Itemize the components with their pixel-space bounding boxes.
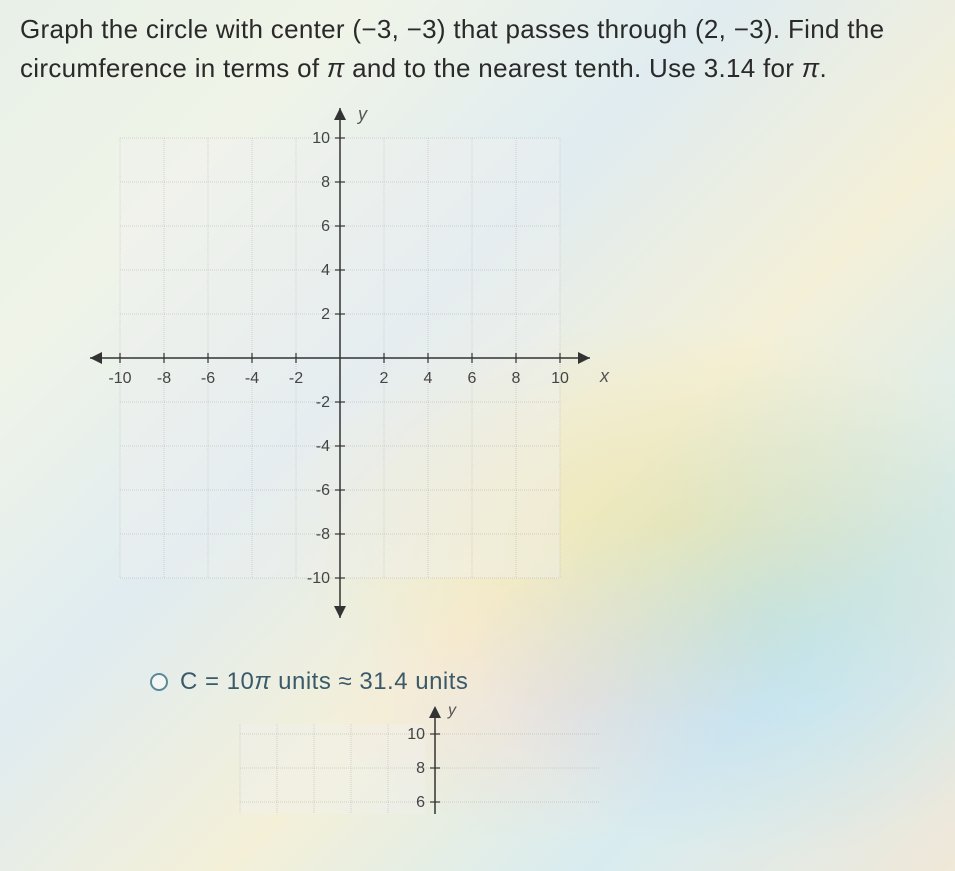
mini-y-label: y bbox=[448, 702, 456, 720]
svg-text:8: 8 bbox=[512, 370, 521, 387]
svg-text:-4: -4 bbox=[245, 370, 259, 387]
svg-text:-10: -10 bbox=[108, 370, 131, 387]
answer-text: C = 10π units ≈ 31.4 units bbox=[180, 668, 468, 696]
grid-svg: -10 -8 -6 -4 -2 2 4 6 8 10 10 8 6 4 2 -2… bbox=[90, 108, 610, 628]
q-line1: Graph the circle with center (−3, −3) th… bbox=[20, 14, 884, 44]
question-text: Graph the circle with center (−3, −3) th… bbox=[20, 10, 935, 88]
svg-text:6: 6 bbox=[321, 218, 330, 235]
svg-text:10: 10 bbox=[551, 370, 569, 387]
svg-text:6: 6 bbox=[468, 370, 477, 387]
svg-text:4: 4 bbox=[321, 262, 330, 279]
svg-text:-4: -4 bbox=[316, 438, 330, 455]
svg-text:2: 2 bbox=[321, 306, 330, 323]
svg-text:2: 2 bbox=[380, 370, 389, 387]
svg-text:8: 8 bbox=[321, 174, 330, 191]
svg-text:-2: -2 bbox=[316, 394, 330, 411]
answer-option[interactable]: C = 10π units ≈ 31.4 units bbox=[150, 668, 935, 696]
q-line2a: circumference in terms of bbox=[20, 53, 327, 83]
ans-pi: π bbox=[254, 668, 271, 695]
q-line2b: and to the nearest tenth. Use 3.14 for bbox=[345, 53, 802, 83]
mini-graph: y 10 8 6 bbox=[230, 704, 610, 814]
svg-text:6: 6 bbox=[416, 794, 425, 811]
svg-text:-8: -8 bbox=[157, 370, 171, 387]
svg-text:-10: -10 bbox=[307, 570, 330, 587]
y-axis-label: y bbox=[358, 104, 367, 125]
svg-text:-2: -2 bbox=[289, 370, 303, 387]
ans-prefix: C = 10 bbox=[180, 668, 254, 695]
pi-1: π bbox=[327, 53, 345, 83]
svg-text:10: 10 bbox=[407, 726, 425, 743]
main-graph: y x bbox=[90, 108, 610, 628]
radio-icon[interactable] bbox=[150, 673, 168, 691]
svg-text:-8: -8 bbox=[316, 526, 330, 543]
svg-text:10: 10 bbox=[312, 130, 330, 147]
q-line2c: . bbox=[820, 53, 828, 83]
svg-text:-6: -6 bbox=[201, 370, 215, 387]
ans-mid: units ≈ 31.4 units bbox=[271, 668, 468, 695]
svg-text:8: 8 bbox=[416, 760, 425, 777]
x-axis-label: x bbox=[600, 366, 609, 387]
svg-text:-6: -6 bbox=[316, 482, 330, 499]
mini-grid-svg: 10 8 6 bbox=[230, 704, 610, 814]
svg-text:4: 4 bbox=[424, 370, 433, 387]
pi-2: π bbox=[802, 53, 820, 83]
